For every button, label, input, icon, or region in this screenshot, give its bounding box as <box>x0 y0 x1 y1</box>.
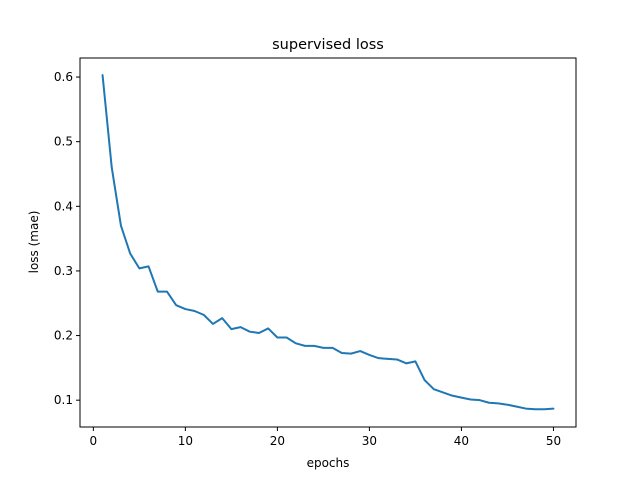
y-tick-label: 0.2 <box>54 329 73 343</box>
axes-frame <box>79 57 577 428</box>
y-tick-label: 0.1 <box>54 393 73 407</box>
x-tick-label: 0 <box>90 434 98 448</box>
y-tick-label: 0.4 <box>54 199 73 213</box>
y-tick-label: 0.6 <box>54 70 73 84</box>
x-tick-label: 10 <box>178 434 193 448</box>
y-axis-label: loss (mae) <box>27 211 41 274</box>
series-line-0 <box>101 74 555 411</box>
y-tick-label: 0.3 <box>54 264 73 278</box>
chart-title: supervised loss <box>272 37 384 53</box>
x-tick-label: 50 <box>546 434 561 448</box>
plot-area: 0 10 20 30 40 50 0.1 0.2 0.3 0.4 0.5 0.6 <box>54 57 577 448</box>
x-axis-label: epochs <box>307 456 350 470</box>
x-tick-label: 20 <box>270 434 285 448</box>
x-tick-label: 30 <box>362 434 377 448</box>
y-tick-label: 0.5 <box>54 135 73 149</box>
x-tick-label: 40 <box>454 434 469 448</box>
